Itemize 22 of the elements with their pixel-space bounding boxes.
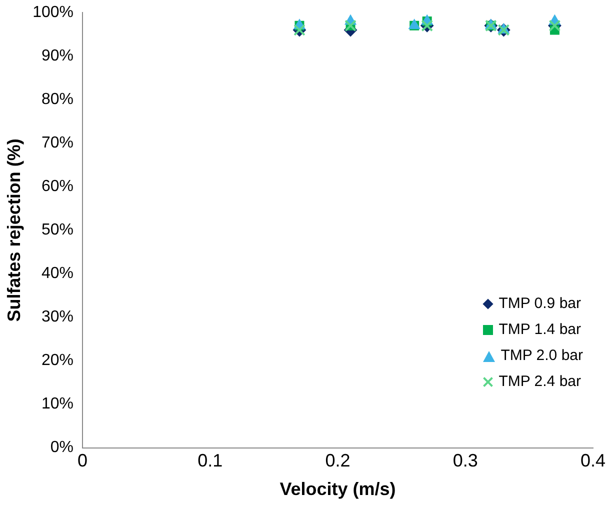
x-tick-label: 0 (78, 450, 88, 471)
y-tick-label: 40% (41, 265, 74, 282)
y-tick-label: 30% (41, 308, 74, 326)
x-tick-label: 0.1 (198, 450, 223, 471)
y-tick-label: 50% (41, 222, 74, 239)
x-axis-title: Velocity (m/s) (280, 479, 396, 500)
legend-label: TMP 2.0 bar (500, 347, 583, 364)
x-tick-label: 0.2 (325, 450, 350, 471)
y-tick-label: 100% (32, 4, 74, 22)
y-axis-title: Sulfates rejection (%) (4, 138, 24, 322)
legend-label: TMP 2.4 bar (498, 373, 581, 390)
x-tick-label: 0.3 (452, 450, 478, 471)
y-tick-label: 70% (41, 134, 74, 152)
y-tick-label: 90% (41, 48, 74, 65)
y-tick-label: 20% (41, 352, 74, 370)
legend-label: TMP 1.4 bar (498, 321, 581, 338)
y-tick-label: 60% (41, 178, 74, 196)
legend-label: TMP 0.9 bar (498, 295, 581, 312)
y-tick-label: 80% (41, 91, 74, 108)
x-tick-label: 0.4 (580, 450, 606, 471)
y-tick-label: 10% (41, 396, 74, 413)
y-tick-label: 0% (50, 439, 74, 456)
